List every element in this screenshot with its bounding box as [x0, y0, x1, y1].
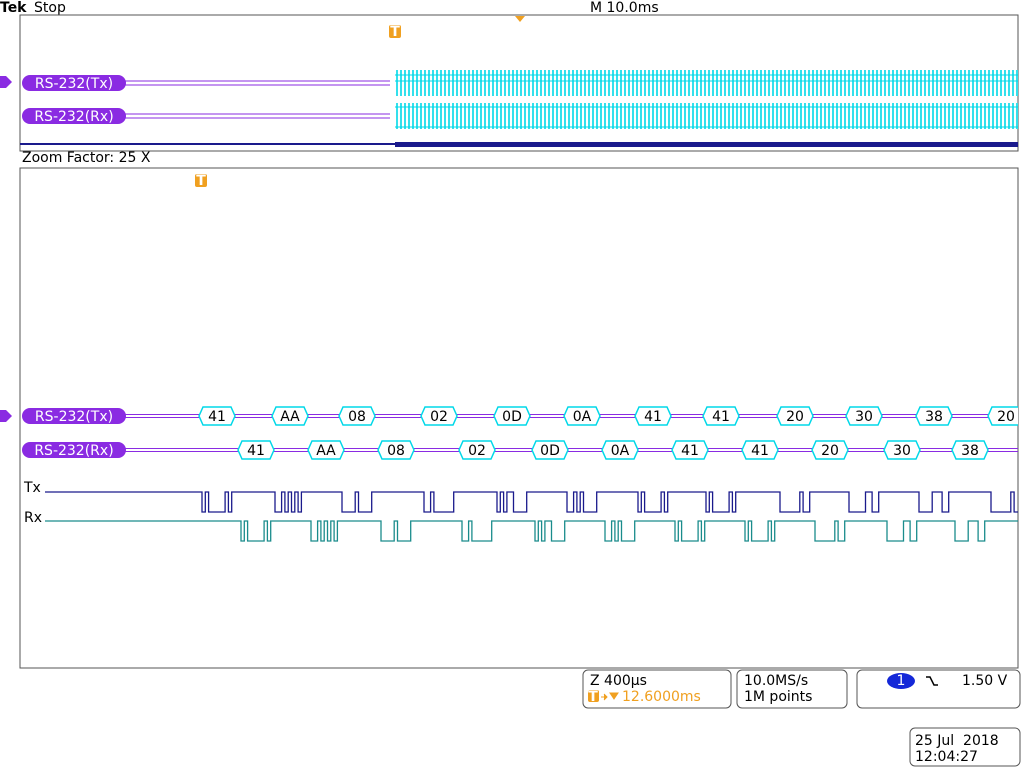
trigger-icon-text: T: [390, 24, 400, 40]
record-length: 1M points: [744, 689, 812, 705]
decoded-byte: 30: [855, 409, 873, 425]
decoded-byte: 41: [644, 409, 662, 425]
bus-marker: [0, 76, 12, 88]
brand: Tek: [0, 0, 27, 16]
channel-badge: [887, 673, 915, 689]
decoded-byte-box: [563, 406, 601, 426]
position-marker: [515, 16, 525, 22]
decoded-byte: 0A: [611, 443, 630, 459]
trigger-icon: [588, 690, 599, 702]
zoom-scale: Z 400µs: [590, 673, 647, 689]
decoded-byte-box: [493, 406, 531, 426]
decoded-byte: 38: [961, 443, 979, 459]
trigger-channel: 1: [897, 673, 906, 689]
decoded-byte-box: [776, 406, 814, 426]
time: 12:04:27: [915, 749, 978, 765]
arrow-icon: [601, 692, 619, 701]
decoded-byte-box: [951, 440, 989, 460]
acq-box: [736, 669, 848, 709]
decoded-byte-box: [671, 440, 709, 460]
datetime-box: [909, 727, 1021, 767]
decoded-byte-box: [883, 440, 921, 460]
decoded-byte-box: [420, 406, 458, 426]
decoded-byte-box: [377, 440, 415, 460]
decoded-byte: 41: [208, 409, 226, 425]
channel-label: Tx: [23, 480, 41, 496]
decoded-byte-box: [271, 406, 309, 426]
decoded-byte-box: [198, 406, 236, 426]
decoded-byte: 0D: [540, 443, 560, 459]
decoded-byte-box: [601, 440, 639, 460]
bus-label-bg: [22, 108, 126, 124]
trigger-icon: [389, 25, 401, 38]
zoom-box: [582, 669, 732, 709]
bus-label-bg: [22, 442, 126, 458]
date: 25 Jul 2018: [915, 733, 999, 749]
overview-traces: [20, 70, 1018, 147]
bus-label-bg: [22, 75, 126, 91]
timebase: M 10.0ms: [590, 0, 659, 16]
decoded-byte-box: [987, 406, 1018, 426]
decoded-byte: 20: [786, 409, 804, 425]
decoded-byte: 41: [681, 443, 699, 459]
decoded-byte: 02: [430, 409, 448, 425]
sample-rate: 10.0MS/s: [744, 673, 808, 689]
decoded-byte-box: [634, 406, 672, 426]
decoded-byte: 30: [893, 443, 911, 459]
run-status: Stop: [34, 0, 66, 16]
digital-waveform: [45, 491, 1018, 513]
decoded-byte-box: [531, 440, 569, 460]
trigger-level: 1.50 V: [962, 673, 1008, 689]
decoded-byte: 20: [997, 409, 1015, 425]
decoded-byte-box: [702, 406, 740, 426]
decoded-byte-box: [307, 440, 345, 460]
bus-label: RS-232(Tx): [35, 76, 113, 92]
decoded-byte: 41: [247, 443, 265, 459]
decoded-byte-box: [237, 440, 275, 460]
channel-label: Rx: [24, 510, 42, 526]
bus-label-bg: [22, 408, 126, 424]
decoded-byte-box: [741, 440, 779, 460]
status-bar: Z 400µs T 12.6000ms 10.0MS/s 1M points 1…: [582, 669, 1021, 767]
decoded-byte: 08: [348, 409, 366, 425]
decoded-byte: 02: [468, 443, 486, 459]
decoded-byte: 41: [712, 409, 730, 425]
decoded-byte-box: [338, 406, 376, 426]
trigger-position: 12.6000ms: [622, 689, 701, 705]
trigger-icon-text: T: [196, 173, 206, 189]
decoded-byte-box: [811, 440, 849, 460]
bus-label: RS-232(Tx): [35, 409, 113, 425]
decoded-byte: AA: [316, 443, 336, 459]
falling-edge-icon: [926, 676, 938, 686]
bus-marker: [0, 410, 12, 422]
trigger-icon: [195, 174, 207, 187]
digital-waveform: [45, 520, 1018, 542]
bus-label: RS-232(Rx): [34, 109, 113, 125]
decoded-byte: AA: [280, 409, 300, 425]
decoded-byte: 08: [387, 443, 405, 459]
decoded-byte-box: [458, 440, 496, 460]
decoded-byte-box: [845, 406, 883, 426]
decoded-byte: 41: [751, 443, 769, 459]
decoded-byte: 0D: [502, 409, 522, 425]
bus-label: RS-232(Rx): [34, 443, 113, 459]
decoded-byte: 20: [821, 443, 839, 459]
decoded-byte: 0A: [573, 409, 592, 425]
zoom-factor: Zoom Factor: 25 X: [22, 150, 151, 166]
decoded-byte: 38: [925, 409, 943, 425]
decoded-byte-box: [915, 406, 953, 426]
trigger-icon-text: T: [588, 689, 598, 705]
